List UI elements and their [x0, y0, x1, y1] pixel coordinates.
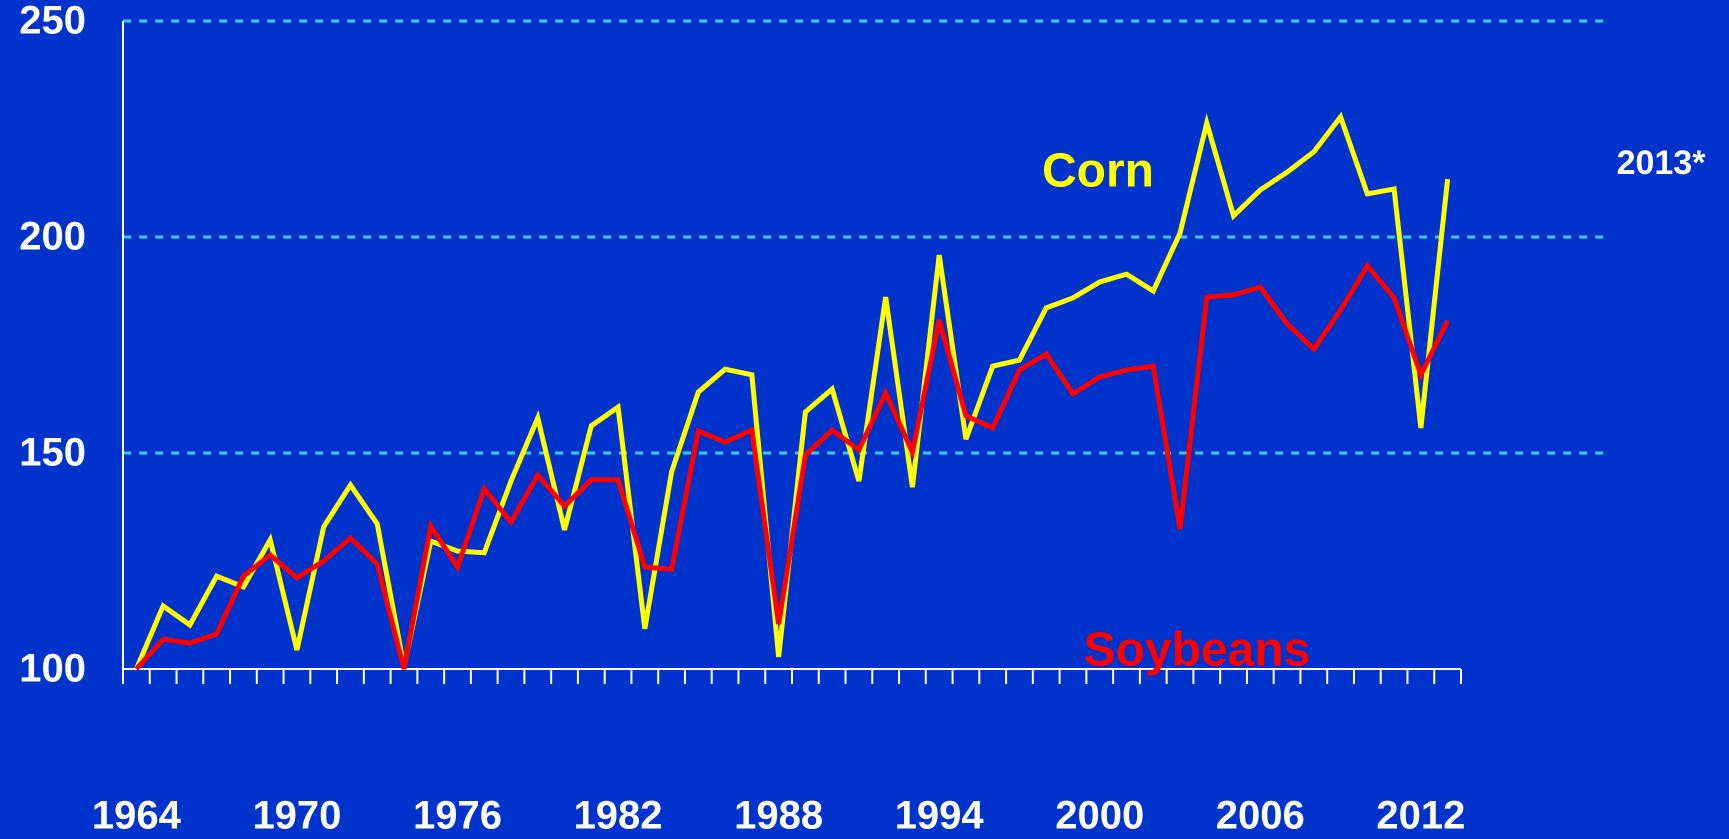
- x-tick-label: 2012: [1376, 794, 1465, 838]
- x-tick-label: 1994: [895, 794, 985, 838]
- x-tick-label: 2006: [1216, 794, 1305, 838]
- y-tick-label: 200: [19, 215, 86, 259]
- x-tick-label: 1970: [252, 794, 341, 838]
- x-tick-label: 1988: [734, 794, 823, 838]
- y-tick-label: 150: [19, 431, 86, 475]
- y-tick-label: 100: [19, 647, 86, 691]
- annotation: 2013*: [1617, 144, 1707, 182]
- y-tick-label: 250: [19, 0, 86, 43]
- data-line: [134, 261, 1450, 671]
- x-tick-label: 2000: [1055, 794, 1144, 838]
- series-label: Soybeans: [1084, 624, 1311, 677]
- series-label: Corn: [1042, 145, 1154, 198]
- x-tick-label: 1964: [92, 794, 182, 838]
- x-tick-label: 1982: [574, 794, 663, 838]
- x-tick-label: 1976: [413, 794, 502, 838]
